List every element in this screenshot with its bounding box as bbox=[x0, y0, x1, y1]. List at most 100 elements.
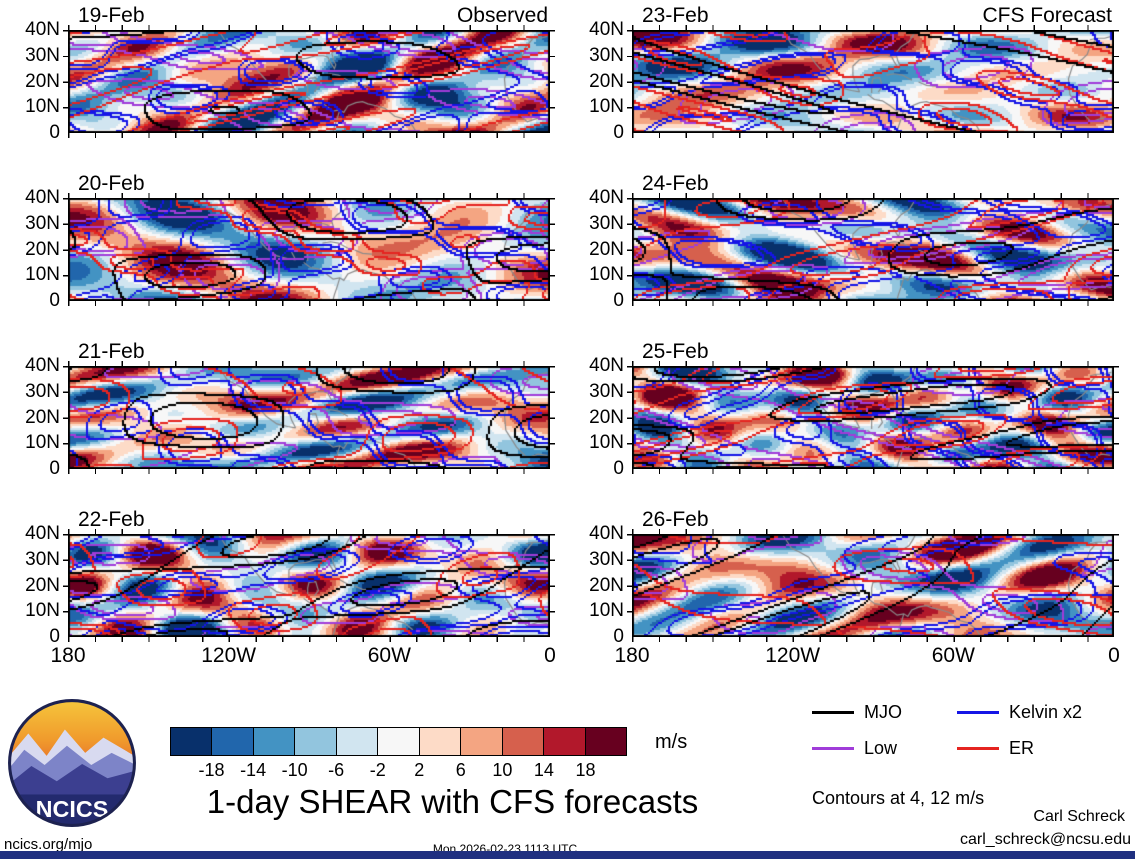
credit-name: Carl Schreck bbox=[1033, 808, 1125, 825]
colorbar-tick-label: 14 bbox=[533, 760, 554, 780]
colorbar-tick-label: 6 bbox=[455, 760, 466, 780]
map-plot: 40N 30N 20N 10N 0 bbox=[25, 187, 555, 311]
legend-line-sample bbox=[957, 747, 999, 750]
map-panel: 26-Feb 40N 30N 20N 10N 0 bbox=[589, 508, 1119, 647]
logo-ring bbox=[8, 699, 136, 827]
axis-ticks bbox=[68, 637, 550, 642]
lon-tick-label: 60W bbox=[931, 644, 975, 667]
logo-text: NCICS bbox=[36, 796, 109, 822]
colorbar-cell bbox=[253, 728, 296, 755]
legend-item: Kelvin x2 bbox=[957, 702, 1132, 723]
legend-line-sample bbox=[957, 711, 999, 714]
lon-tick-label: 180 bbox=[50, 644, 86, 667]
axis-ticks bbox=[632, 469, 1114, 474]
shear-map-canvas bbox=[632, 198, 1114, 301]
panel-header: 19-Feb Observed bbox=[68, 4, 550, 30]
panel-date-label: 21-Feb bbox=[78, 340, 145, 363]
map-plot: 40N 30N 20N 10N 0 bbox=[589, 355, 1119, 479]
map-plot: 40N 30N 20N 10N 0 bbox=[25, 19, 555, 143]
map-plot: 40N 30N 20N 10N 0 bbox=[589, 19, 1119, 143]
lat-tick-label: 30N bbox=[25, 44, 60, 66]
lat-tick-label: 40N bbox=[589, 523, 624, 544]
axis-ticks bbox=[1114, 198, 1119, 301]
lat-tick-label: 0 bbox=[49, 122, 60, 143]
site-link[interactable]: ncics.org/mjo bbox=[4, 836, 93, 853]
legend-line-sample bbox=[812, 747, 854, 750]
panel-date-label: 26-Feb bbox=[642, 508, 709, 531]
axis-ticks bbox=[550, 198, 555, 301]
lat-tick-label: 20N bbox=[25, 574, 60, 596]
lat-tick-label: 10N bbox=[589, 264, 624, 286]
panel-date-label: 22-Feb bbox=[78, 508, 145, 531]
colorbar-cell bbox=[171, 728, 213, 755]
colorbar-cell bbox=[585, 728, 626, 755]
map-plot: 40N 30N 20N 10N 0 bbox=[589, 187, 1119, 311]
shear-map-canvas bbox=[68, 366, 550, 469]
lat-tick-label: 40N bbox=[25, 19, 60, 40]
panel-header: 25-Feb bbox=[632, 340, 1114, 366]
legend-line-sample bbox=[812, 711, 854, 714]
lat-tick-label: 0 bbox=[49, 626, 60, 647]
panel-date-label: 25-Feb bbox=[642, 340, 709, 363]
colorbar-tick-label: -6 bbox=[328, 760, 345, 780]
lat-tick-label: 0 bbox=[613, 626, 624, 647]
lat-tick-label: 30N bbox=[589, 380, 624, 402]
colorbar-units-label: m/s bbox=[655, 731, 688, 753]
lat-tick-label: 30N bbox=[589, 548, 624, 570]
axis-ticks bbox=[550, 30, 555, 133]
lat-tick-label: 30N bbox=[25, 212, 60, 234]
axis-ticks bbox=[68, 301, 550, 306]
panel-date-label: 24-Feb bbox=[642, 172, 709, 195]
shear-map-canvas bbox=[68, 534, 550, 637]
colorbar-tick-label: -18 bbox=[198, 760, 225, 780]
colorbar-cell bbox=[378, 728, 420, 755]
footer-accent-bar bbox=[0, 851, 1135, 859]
credit-email[interactable]: carl_schreck@ncsu.edu bbox=[960, 831, 1131, 848]
column-label-cfs-forecast: CFS Forecast bbox=[982, 4, 1112, 27]
map-panel: 19-Feb Observed 40N 30N 20N 10N 0 bbox=[25, 4, 555, 143]
legend-item: MJO bbox=[812, 702, 957, 723]
colorbar-cell bbox=[461, 728, 503, 755]
colorbar: -18 -14 -10 -6 -2 2 6 10 14 18 bbox=[170, 727, 627, 791]
colorbar-cell bbox=[212, 728, 254, 755]
lon-tick-label: 120W bbox=[201, 644, 257, 667]
lon-axis-labels-left: 180 120W 60W 0 bbox=[50, 644, 555, 672]
legend-label: ER bbox=[1009, 738, 1035, 758]
lat-tick-label: 10N bbox=[25, 600, 60, 622]
lon-tick-label: 120W bbox=[765, 644, 821, 667]
figure-title: 1-day SHEAR with CFS forecasts bbox=[206, 783, 699, 820]
lat-tick-label: 0 bbox=[613, 122, 624, 143]
panel-header: 23-Feb CFS Forecast bbox=[632, 4, 1114, 30]
legend-item: ER bbox=[957, 738, 1132, 759]
map-panel: 25-Feb 40N 30N 20N 10N 0 bbox=[589, 340, 1119, 479]
panel-date-label: 19-Feb bbox=[78, 4, 145, 27]
lat-tick-label: 0 bbox=[49, 458, 60, 479]
column-label-observed: Observed bbox=[456, 4, 548, 27]
colorbar-tick-label: 2 bbox=[414, 760, 425, 780]
lat-tick-label: 20N bbox=[589, 574, 624, 596]
lat-tick-label: 40N bbox=[25, 355, 60, 376]
lat-tick-label: 0 bbox=[49, 290, 60, 311]
lat-tick-label: 20N bbox=[25, 70, 60, 92]
panel-header: 20-Feb bbox=[68, 172, 550, 198]
lat-tick-label: 30N bbox=[25, 548, 60, 570]
legend-label: Low bbox=[864, 738, 898, 758]
lat-tick-label: 30N bbox=[589, 44, 624, 66]
contour-levels-note: Contours at 4, 12 m/s bbox=[812, 788, 985, 808]
axis-ticks bbox=[1114, 30, 1119, 133]
lat-tick-label: 10N bbox=[25, 432, 60, 454]
colorbar-cell bbox=[295, 728, 337, 755]
axis-ticks bbox=[1114, 534, 1119, 637]
lat-tick-label: 40N bbox=[589, 19, 624, 40]
colorbar-tick-label: -14 bbox=[240, 760, 267, 780]
lat-tick-label: 10N bbox=[589, 600, 624, 622]
panel-date-label: 20-Feb bbox=[78, 172, 145, 195]
panel-header: 26-Feb bbox=[632, 508, 1114, 534]
lat-tick-label: 30N bbox=[589, 212, 624, 234]
legend-label: Kelvin x2 bbox=[1009, 702, 1083, 722]
lon-tick-label: 0 bbox=[1108, 644, 1120, 667]
lat-tick-label: 40N bbox=[589, 187, 624, 208]
colorbar-cells bbox=[170, 727, 627, 756]
lat-tick-label: 20N bbox=[589, 238, 624, 260]
